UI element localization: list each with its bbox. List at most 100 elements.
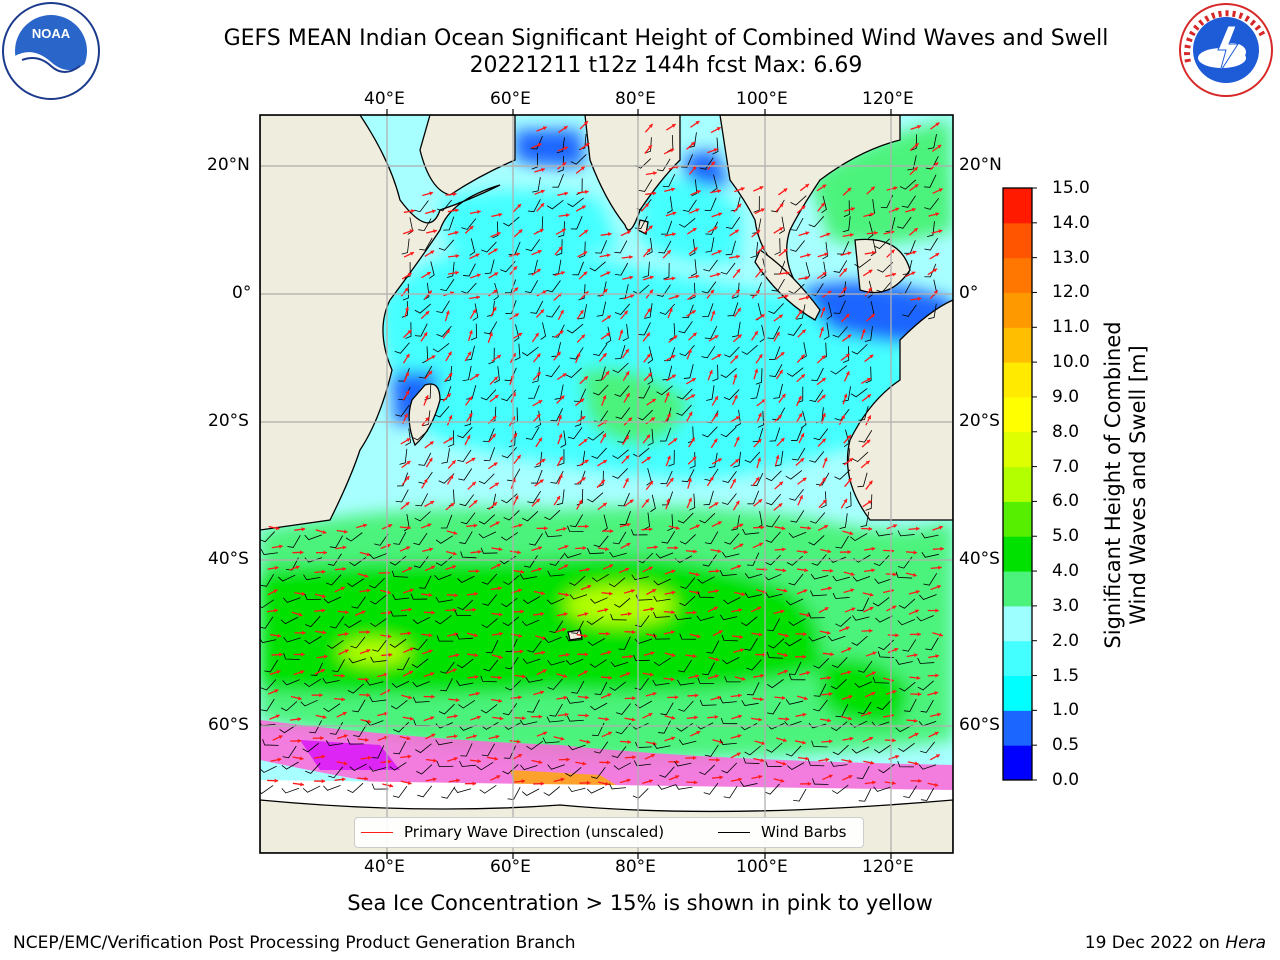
wave-direction-arrowhead (471, 481, 476, 486)
wind-barb (843, 200, 850, 218)
wind-barb (348, 657, 367, 664)
wave-direction-arrowhead (847, 251, 852, 256)
wind-barb (563, 552, 582, 559)
wind-barb (830, 721, 848, 731)
wind-barb (702, 554, 717, 567)
wave-direction-arrowhead (937, 712, 941, 717)
wave-direction-arrow (489, 376, 499, 385)
wave-direction-arrow (554, 271, 566, 277)
wave-direction-arrowhead (408, 695, 412, 700)
wind-barb (536, 216, 544, 233)
wind-barb (571, 680, 585, 694)
wave-direction-arrowhead (540, 189, 545, 194)
wave-direction-arrowhead (915, 526, 920, 531)
wave-direction-arrowhead (516, 739, 521, 744)
wind-barb (724, 346, 740, 358)
wave-direction-arrowhead (674, 545, 679, 550)
wind-barb (615, 407, 631, 420)
wave-direction-arrow (268, 525, 280, 530)
wind-barb (835, 535, 849, 549)
wind-barb (398, 387, 411, 401)
wave-direction-arrow (577, 250, 588, 258)
wind-barb (868, 301, 875, 319)
wind-barb (873, 555, 890, 567)
wave-direction-arrow (448, 254, 460, 258)
wave-direction-arrowhead (406, 438, 411, 442)
wind-barb (719, 738, 737, 745)
wave-direction-arrow (556, 395, 565, 404)
wave-direction-arrow (888, 207, 900, 213)
borneo-land (854, 238, 911, 294)
wind-barb (826, 302, 833, 320)
wave-direction-arrowhead (644, 203, 649, 208)
wave-direction-arrow (776, 737, 787, 742)
wind-barb (773, 383, 783, 399)
wind-barb (878, 763, 895, 774)
wave-direction-arrow (600, 233, 612, 236)
wind-barb (369, 577, 386, 589)
wave-direction-arrow (448, 698, 460, 702)
wave-direction-arrow (619, 523, 631, 528)
wave-direction-arrow (910, 297, 922, 301)
wind-barb (440, 386, 452, 400)
wave-direction-arrowhead (783, 652, 788, 657)
wave-direction-arrowhead (716, 272, 721, 277)
wave-direction-arrow (886, 249, 896, 258)
wave-direction-arrowhead (717, 458, 722, 463)
wave-direction-arrow (488, 271, 499, 279)
wind-barb (552, 259, 562, 276)
wave-direction-arrow (448, 779, 460, 783)
wave-direction-arrow (688, 571, 700, 576)
wave-direction-arrow (711, 776, 723, 779)
vector-field (260, 120, 944, 802)
wave-direction-arrow (531, 332, 540, 343)
wave-direction-arrowhead (933, 290, 938, 295)
wind-barb (682, 199, 697, 212)
wave-direction-arrowhead (557, 292, 562, 297)
wave-direction-arrow (601, 395, 607, 406)
legend-item-wind-barbs: Wind Barbs (718, 823, 846, 841)
wave-direction-arrow (490, 563, 502, 570)
wind-barb (667, 514, 674, 532)
wind-barb (653, 595, 671, 602)
wave-direction-arrowhead (518, 695, 522, 700)
wind-barb (646, 237, 653, 256)
wave-direction-arrowhead (405, 476, 410, 481)
wave-direction-arrowhead (541, 650, 546, 655)
wind-barb (390, 699, 408, 710)
wind-barb (565, 766, 582, 777)
wave-direction-arrow (777, 294, 789, 300)
wind-barb (925, 156, 939, 170)
wind-barb (520, 764, 538, 771)
wave-direction-arrowhead (298, 612, 303, 617)
wave-direction-arrowhead (934, 782, 939, 787)
wave-direction-arrowhead (583, 438, 588, 443)
wave-direction-arrow (729, 415, 741, 423)
wave-direction-arrow (816, 354, 826, 364)
wind-barb (706, 385, 715, 401)
wave-direction-arrow (799, 183, 810, 192)
wave-direction-arrowhead (536, 372, 541, 376)
wave-direction-arrowhead (629, 499, 634, 504)
wind-barb (613, 762, 632, 770)
wind-barb (659, 303, 676, 315)
wind-barb (674, 614, 692, 621)
lon-tick-top-80E: 80°E (615, 89, 656, 109)
wave-direction-arrow (557, 713, 569, 717)
wave-direction-arrow (777, 632, 789, 637)
wind-barb (260, 599, 274, 609)
wind-barb (617, 429, 631, 443)
wave-direction-arrowhead (514, 313, 519, 318)
wind-barb (630, 529, 648, 536)
wave-direction-arrow (514, 674, 526, 678)
wave-direction-arrowhead (694, 693, 699, 698)
wave-direction-arrowhead (710, 289, 714, 294)
wind-barb (897, 530, 915, 537)
wave-direction-arrowhead (488, 332, 493, 337)
wave-direction-arrow (668, 334, 678, 343)
wave-direction-arrowhead (560, 736, 565, 741)
wave-direction-arrow (734, 187, 745, 193)
wave-direction-arrow (531, 143, 542, 149)
wave-direction-arrow (424, 440, 435, 449)
